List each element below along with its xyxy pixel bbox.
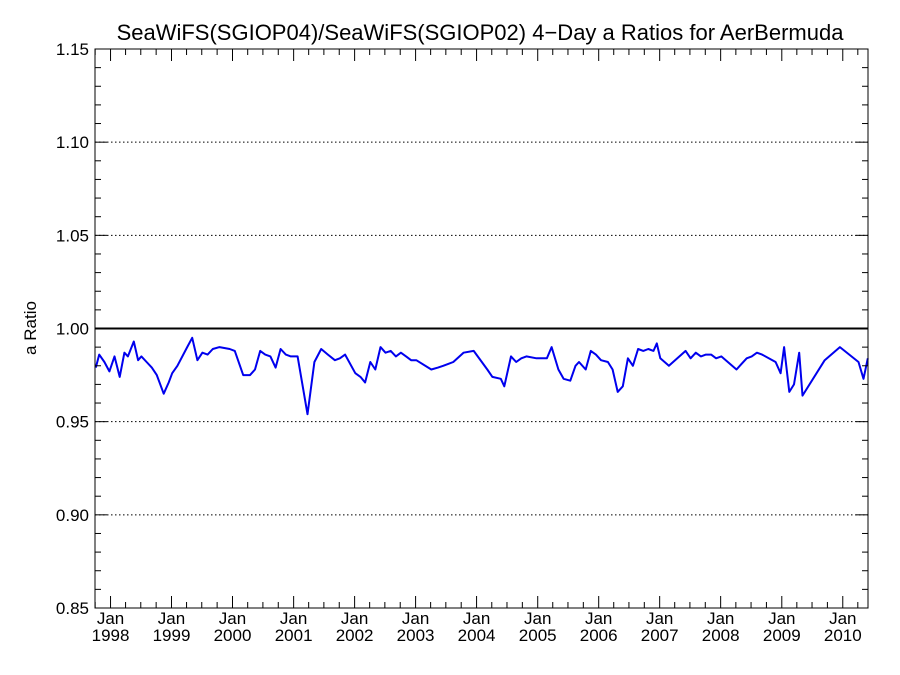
axis-ticks <box>94 48 868 609</box>
y-tick-label: 0.95 <box>56 413 89 432</box>
y-tick-labels: 0.85 0.90 0.95 1.00 1.05 1.10 1.15 <box>56 40 89 618</box>
x-tick-label-year: 2004 <box>458 626 496 645</box>
y-tick-label: 1.15 <box>56 40 89 59</box>
x-tick-label-month: Jan <box>158 609 185 628</box>
series-line <box>94 336 869 416</box>
y-axis-label: a Ratio <box>21 301 40 355</box>
x-tick-label-month: Jan <box>646 609 673 628</box>
x-tick-label-month: Jan <box>97 609 124 628</box>
y-tick-label: 0.85 <box>56 599 89 618</box>
x-tick-label-year: 2005 <box>519 626 557 645</box>
x-tick-label-month: Jan <box>768 609 795 628</box>
x-tick-label-month: Jan <box>463 609 490 628</box>
x-tick-label-year: 2006 <box>580 626 618 645</box>
x-tick-label-year: 2000 <box>214 626 252 645</box>
y-tick-label: 1.00 <box>56 320 89 339</box>
y-tick-label: 0.90 <box>56 506 89 525</box>
x-tick-label-year: 2008 <box>702 626 740 645</box>
series-group <box>94 336 869 416</box>
x-tick-label-year: 2007 <box>641 626 679 645</box>
x-tick-label-year: 2002 <box>336 626 374 645</box>
x-tick-label-year: 1998 <box>92 626 130 645</box>
x-tick-label-year: 2009 <box>763 626 801 645</box>
y-tick-label: 1.05 <box>56 226 89 245</box>
chart-title: SeaWiFS(SGIOP04)/SeaWiFS(SGIOP02) 4−Day … <box>117 20 845 45</box>
x-tick-label-month: Jan <box>707 609 734 628</box>
x-tick-label-year: 1999 <box>153 626 191 645</box>
x-tick-label-month: Jan <box>402 609 429 628</box>
x-tick-labels: Jan1998Jan1999Jan2000Jan2001Jan2002Jan20… <box>92 609 862 645</box>
grid-lines <box>95 141 868 516</box>
x-tick-label-month: Jan <box>341 609 368 628</box>
x-tick-label-month: Jan <box>829 609 856 628</box>
x-tick-label-year: 2010 <box>824 626 862 645</box>
x-tick-label-year: 2001 <box>275 626 313 645</box>
x-tick-label-year: 2003 <box>397 626 435 645</box>
x-tick-label-month: Jan <box>219 609 246 628</box>
x-tick-label-month: Jan <box>585 609 612 628</box>
y-tick-label: 1.10 <box>56 133 89 152</box>
x-tick-label-month: Jan <box>524 609 551 628</box>
x-tick-label-month: Jan <box>280 609 307 628</box>
